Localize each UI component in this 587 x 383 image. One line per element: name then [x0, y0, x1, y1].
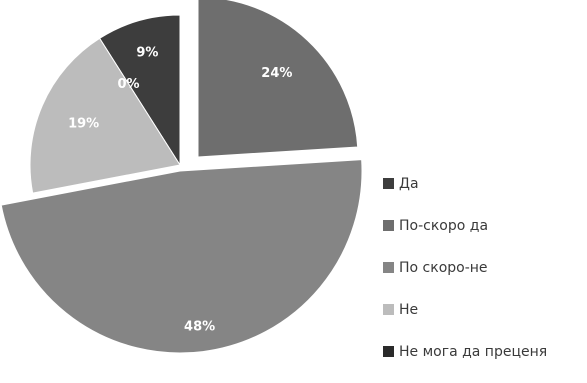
pie-data-label-2: 48% [184, 319, 215, 334]
pie-data-label-1: 24% [261, 66, 292, 81]
legend-swatch-da [383, 178, 394, 189]
legend-label-da: Да [399, 175, 419, 192]
legend-label-ne: Не [399, 301, 419, 318]
legend-label-ne-moga-da-precenya: Не мога да преценя [399, 343, 548, 360]
pie-chart: 9% 24% 48% 19% 0% [0, 0, 363, 354]
pie-slice-1 [197, 0, 359, 158]
chart-legend: Да По-скоро да По скоро-не Не Не мога да… [383, 173, 587, 383]
pie-data-label-4: 0% [118, 77, 140, 92]
pie-data-label-3: 19% [68, 116, 99, 131]
legend-swatch-po-skoro-da [383, 220, 394, 231]
legend-item-ne: Не [383, 299, 587, 320]
pie-chart-svg: 9% 24% 48% 19% 0% [0, 0, 363, 354]
pie-slices [0, 0, 363, 354]
legend-item-po-skoro-da: По-скоро да [383, 215, 587, 236]
pie-data-label-0: 9% [136, 46, 158, 61]
legend-label-po-skoro-da: По-скоро да [399, 217, 489, 234]
legend-item-po-skoro-ne: По скоро-не [383, 257, 587, 278]
pie-labels: 9% 24% 48% 19% 0% [68, 46, 292, 335]
legend-swatch-po-skoro-ne [383, 262, 394, 273]
legend-swatch-ne [383, 304, 394, 315]
pie-slice-3 [29, 37, 181, 194]
legend-item-ne-moga-da-prebenya: Не мога да преценя [383, 341, 587, 362]
legend-item-da: Да [383, 173, 587, 194]
legend-swatch-ne-moga-da-precenya [383, 346, 394, 357]
pie-slice-2 [0, 159, 363, 354]
pie-slice-0 [98, 14, 181, 167]
legend-label-po-skoro-ne: По скоро-не [399, 259, 488, 276]
